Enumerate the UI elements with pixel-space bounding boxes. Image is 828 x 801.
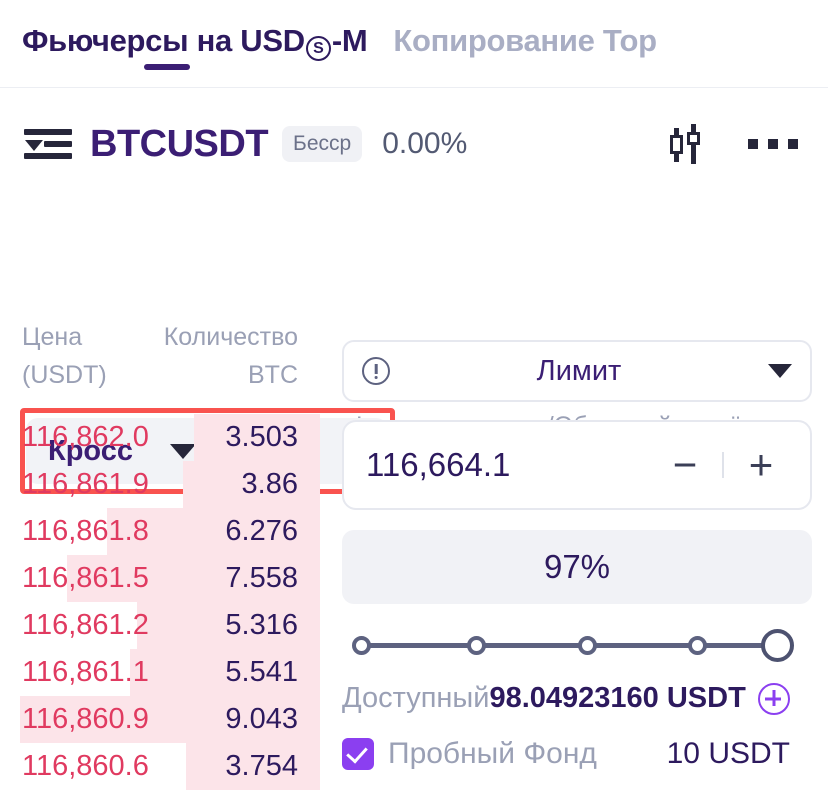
order-book-depth-bar bbox=[186, 743, 320, 790]
candlestick-body-left-inner bbox=[673, 138, 680, 151]
order-book-depth-bar bbox=[182, 461, 320, 508]
order-book-price: 116,861.5 bbox=[22, 562, 149, 594]
slider-node-50[interactable] bbox=[578, 636, 597, 655]
order-book-header-line-1: Цена Количество bbox=[22, 318, 298, 356]
info-circle-icon[interactable] bbox=[362, 357, 390, 385]
amount-percent-value: 97% bbox=[543, 548, 611, 585]
available-balance-label: Доступный bbox=[342, 682, 490, 714]
stepper-divider bbox=[722, 452, 724, 478]
order-book-depth-bar bbox=[66, 555, 320, 602]
order-book: Цена Количество (USDT) BTC 116,862.0 3.50… bbox=[0, 318, 320, 801]
order-entry-panel: Лимит 116,664.1 − + 97% Доступный 98.049… bbox=[326, 318, 828, 801]
list-icon[interactable] bbox=[24, 127, 72, 161]
trial-fund-amount: 10 USDT bbox=[666, 737, 790, 770]
usds-circle-icon: S bbox=[305, 36, 331, 61]
order-type-dropdown[interactable]: Лимит bbox=[342, 340, 812, 402]
amount-slider[interactable] bbox=[348, 628, 806, 662]
order-book-price: 116,861.1 bbox=[22, 656, 149, 688]
order-book-depth-bar bbox=[130, 649, 320, 696]
margin-mode-label: Кросс bbox=[48, 434, 134, 467]
price-input-value[interactable]: 116,664.1 bbox=[366, 446, 511, 483]
list-icon-bar-bottom bbox=[24, 153, 72, 159]
order-book-row[interactable]: 116,861.2 5.316 bbox=[0, 602, 320, 649]
active-tab-underline bbox=[144, 64, 191, 70]
order-book-price: 116,861.8 bbox=[22, 515, 149, 547]
tab-usd-m-futures[interactable]: Фьючерсы на USD S -M bbox=[22, 0, 368, 70]
slider-node-25[interactable] bbox=[467, 636, 486, 655]
more-dots-icon[interactable] bbox=[748, 139, 798, 149]
price-decrement-button[interactable]: − bbox=[672, 441, 698, 488]
amount-percent-field[interactable]: 97% bbox=[342, 530, 812, 604]
order-book-quantity: 3.503 bbox=[225, 421, 298, 453]
order-book-row[interactable]: 116,861.9 3.86 bbox=[0, 461, 320, 508]
col-qty-label: Количество bbox=[163, 323, 298, 351]
price-input-field[interactable]: 116,664.1 − + bbox=[342, 420, 812, 510]
price-stepper: − + bbox=[658, 443, 788, 487]
order-book-row[interactable]: 116,861.1 5.541 bbox=[0, 649, 320, 696]
candlestick-icon[interactable] bbox=[666, 122, 706, 166]
order-book-price: 116,861.9 bbox=[22, 468, 149, 500]
more-dot-2 bbox=[768, 139, 778, 149]
slider-node-75[interactable] bbox=[688, 636, 707, 655]
order-book-rows: 116,862.0 3.503 116,861.9 3.86 116,861.8 6.27… bbox=[0, 414, 320, 790]
order-book-header: Цена Количество (USDT) BTC bbox=[0, 318, 320, 394]
margin-mode-dropdown[interactable]: Кросс bbox=[26, 418, 214, 484]
plus-circle-icon[interactable] bbox=[757, 682, 790, 715]
slider-track bbox=[358, 643, 784, 648]
price-change-percent: 0.00% bbox=[382, 127, 468, 160]
slider-thumb[interactable] bbox=[761, 629, 794, 662]
tab-copy-trading[interactable]: Копирование Тор bbox=[393, 23, 657, 58]
available-balance-row: Доступный 98.04923160 USDT bbox=[342, 682, 812, 715]
order-book-price: 116,860.6 bbox=[22, 750, 149, 782]
more-dot-3 bbox=[788, 139, 798, 149]
order-book-price: 116,862.0 bbox=[22, 421, 149, 453]
order-book-price: 116,861.2 bbox=[22, 609, 149, 641]
available-balance-value: 98.04923160 USDT bbox=[489, 682, 746, 714]
price-increment-button[interactable]: + bbox=[748, 441, 774, 488]
order-book-row[interactable]: 116,862.0 3.503 bbox=[0, 414, 320, 461]
trial-fund-label: Пробный Фонд bbox=[388, 737, 597, 770]
order-book-depth-bar bbox=[20, 696, 320, 743]
tab-usd-m-futures-label-pre: Фьючерсы на USD bbox=[22, 23, 305, 58]
slider-node-0[interactable] bbox=[352, 636, 371, 655]
order-book-header-line-2: (USDT) BTC bbox=[22, 356, 298, 394]
trial-fund-checkbox[interactable] bbox=[342, 738, 374, 770]
order-book-quantity: 5.316 bbox=[225, 609, 298, 641]
list-icon-bar-top bbox=[24, 129, 72, 135]
chevron-down-icon bbox=[768, 364, 792, 378]
list-icon-bar-mid bbox=[44, 141, 72, 147]
col-qty-unit: BTC bbox=[248, 361, 298, 389]
order-book-quantity: 3.86 bbox=[241, 468, 298, 500]
main-tab-bar: Фьючерсы на USD S -M Копирование Тор bbox=[0, 0, 828, 88]
order-book-depth-bar bbox=[106, 508, 320, 555]
order-book-quantity: 3.754 bbox=[225, 750, 298, 782]
perpetual-badge: Бессp bbox=[282, 126, 363, 162]
order-book-row[interactable]: 116,861.8 6.276 bbox=[0, 508, 320, 555]
symbol-name[interactable]: BTCUSDT bbox=[90, 122, 269, 165]
order-book-quantity: 6.276 bbox=[225, 515, 298, 547]
order-book-row[interactable]: 116,861.5 7.558 bbox=[0, 555, 320, 602]
order-book-depth-bar bbox=[194, 414, 320, 461]
chevron-down-icon bbox=[170, 443, 196, 459]
order-book-quantity: 5.541 bbox=[225, 656, 298, 688]
order-book-quantity: 7.558 bbox=[225, 562, 298, 594]
order-book-quantity: 9.043 bbox=[225, 703, 298, 735]
list-icon-triangle bbox=[25, 140, 43, 151]
more-dot-1 bbox=[748, 139, 758, 149]
order-type-label: Лимит bbox=[536, 354, 622, 387]
order-book-row[interactable]: 116,860.9 9.043 bbox=[0, 696, 320, 743]
symbol-header-row: BTCUSDT Бессp 0.00% bbox=[0, 88, 828, 200]
order-book-row[interactable]: 116,860.6 3.754 bbox=[0, 743, 320, 790]
tab-usd-m-futures-label-post: -M bbox=[331, 23, 368, 58]
col-price-unit: (USDT) bbox=[22, 361, 107, 389]
col-price-label: Цена bbox=[22, 323, 83, 351]
order-book-depth-bar bbox=[137, 602, 320, 649]
order-book-price: 116,860.9 bbox=[22, 703, 149, 735]
leverage-funding-row: Ставка Финансирования/Обратный отсчёт −0… bbox=[0, 200, 828, 494]
candlestick-body-right-inner bbox=[690, 135, 697, 142]
trial-fund-row[interactable]: Пробный Фонд 10 USDT bbox=[342, 737, 812, 771]
